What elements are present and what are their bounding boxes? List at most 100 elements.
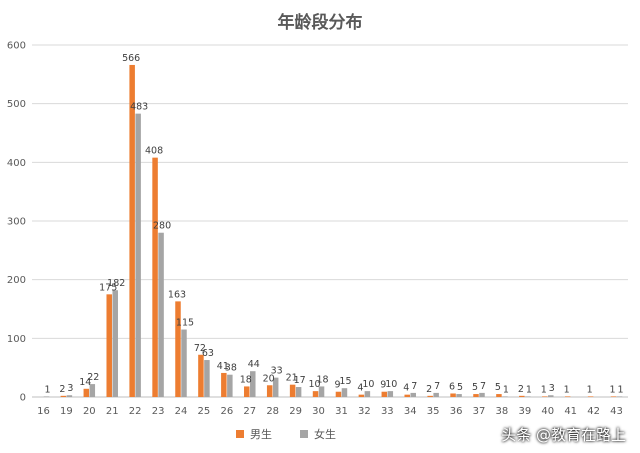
x-tick-label: 31 (335, 406, 348, 417)
bar-male (175, 301, 181, 397)
bar-male (152, 157, 158, 397)
x-tick-label: 30 (312, 406, 325, 417)
x-tick-label: 34 (404, 406, 417, 417)
data-label: 175 (99, 282, 117, 293)
data-labels: 1 2 31422175182566483408280163115726341381… (44, 53, 623, 395)
data-label: 3 (549, 383, 555, 394)
y-tick-label: 300 (7, 217, 26, 228)
bar-male (244, 386, 250, 397)
data-label: 1 (618, 384, 624, 395)
data-label: 20 (263, 373, 275, 384)
bar-male (289, 384, 296, 397)
bar-male (587, 396, 594, 397)
data-label: 2 (59, 384, 65, 395)
data-label: 17 (294, 375, 306, 386)
x-tick-label: 40 (541, 406, 554, 417)
x-tick-label: 25 (198, 406, 211, 417)
data-label: 7 (480, 381, 486, 392)
data-label: 1 (564, 384, 570, 395)
bar-male (564, 396, 571, 397)
data-label: 38 (225, 363, 237, 374)
bar-female (158, 232, 164, 397)
bar-female (341, 388, 348, 397)
x-tick-label: 39 (518, 406, 531, 417)
data-label: 44 (248, 359, 260, 370)
data-label: 566 (122, 53, 140, 64)
x-tick-label: 43 (610, 406, 623, 417)
bar-female (387, 391, 394, 397)
bar-female (250, 371, 256, 397)
x-axis: 16 19 20 21 22 23 24 25 26 27 28 29 30 31 32 33 34 35 36 37… (37, 406, 623, 417)
bar-male (404, 394, 410, 397)
legend-swatch-female (300, 430, 308, 438)
x-tick-label: 37 (473, 406, 486, 417)
y-tick-label: 600 (7, 41, 26, 52)
x-tick-label: 27 (243, 406, 256, 417)
bar-male (221, 372, 227, 397)
bar-female (112, 290, 118, 397)
bar-female (616, 396, 623, 397)
bar-male (519, 395, 525, 397)
x-tick-label: 29 (289, 406, 302, 417)
watermark: 头条 @教育在路上 (501, 426, 626, 444)
data-label: 115 (176, 318, 194, 329)
bar-female (295, 387, 302, 397)
data-label: 1 (503, 384, 509, 395)
data-label: 72 (194, 343, 206, 354)
data-label: 18 (240, 374, 252, 385)
data-label: 15 (339, 376, 351, 387)
x-tick-label: 19 (60, 406, 73, 417)
legend-label-male: 男生 (250, 427, 272, 441)
data-label: 10 (308, 379, 320, 390)
y-axis: 0 100 200 300 400 500 600 (7, 41, 26, 404)
bar-male (129, 64, 135, 398)
y-tick-label: 100 (7, 334, 26, 345)
bar-female (525, 396, 531, 397)
legend-swatch-male (236, 430, 244, 438)
y-tick-label: 0 (20, 393, 26, 404)
bar-female (318, 386, 325, 397)
bar-male (473, 394, 479, 397)
bar-female (433, 392, 439, 397)
data-label: 280 (153, 221, 171, 232)
x-tick-label: 33 (381, 406, 394, 417)
x-tick-label: 16 (37, 406, 50, 417)
bar-male (450, 393, 456, 397)
bar-female (227, 374, 233, 397)
bar-female (43, 396, 50, 397)
data-label: 483 (130, 102, 148, 113)
bar-male (358, 394, 365, 397)
x-tick-label: 38 (496, 406, 509, 417)
data-label: 33 (271, 366, 283, 377)
data-label: 408 (145, 146, 163, 157)
bar-male (427, 395, 433, 397)
bar-female (364, 391, 371, 397)
data-label: 41 (217, 361, 229, 372)
data-label: 3 (67, 383, 73, 394)
x-tick-label: 21 (106, 406, 119, 417)
data-label: 14 (79, 377, 91, 388)
y-tick-label: 200 (7, 275, 26, 286)
x-tick-label: 41 (564, 406, 577, 417)
legend: 男生 女生 (236, 427, 336, 441)
data-label: 6 (449, 381, 455, 392)
bar-female (181, 329, 187, 397)
x-tick-label: 26 (220, 406, 233, 417)
bar-female (135, 113, 141, 397)
data-label: 10 (385, 379, 397, 390)
bar-female (410, 392, 416, 397)
data-label: 5 (472, 382, 478, 393)
x-tick-label: 20 (83, 406, 96, 417)
bar-female (204, 360, 210, 397)
bar-male (266, 385, 273, 397)
data-label: 10 (362, 379, 374, 390)
bar-male (312, 391, 319, 397)
gridlines (32, 44, 628, 398)
x-tick-label: 36 (450, 406, 463, 417)
data-label: 9 (380, 380, 386, 391)
data-label: 1 (541, 384, 547, 395)
data-label: 63 (202, 348, 214, 359)
data-label: 21 (286, 373, 298, 384)
bar-male (60, 395, 67, 397)
bar-male (610, 396, 617, 397)
